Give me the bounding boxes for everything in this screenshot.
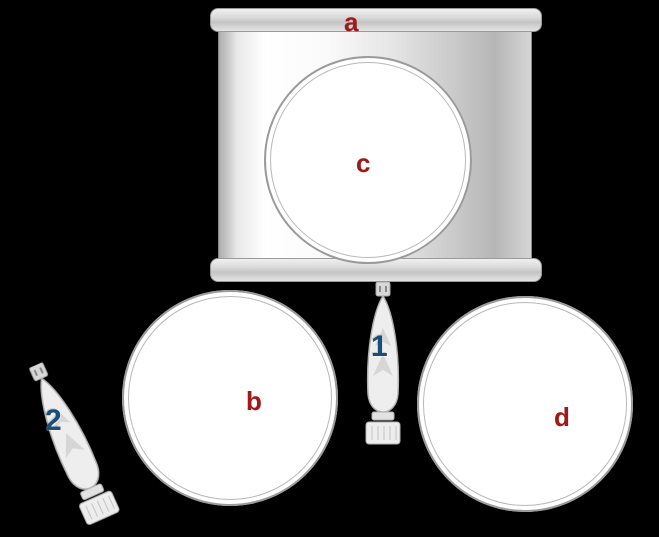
drum-head-b-inner-ring — [128, 296, 332, 500]
pedal-2-icon — [12, 354, 131, 536]
label-2: 2 — [45, 404, 62, 438]
label-d: d — [554, 402, 570, 433]
pedal-1-icon — [358, 282, 408, 452]
bass-drum-top-rim — [210, 8, 542, 32]
label-b: b — [246, 386, 262, 417]
label-c: c — [356, 148, 370, 179]
pedal-1 — [358, 282, 408, 452]
drum-head-d-inner-ring — [423, 302, 627, 506]
drum-head-b — [122, 290, 338, 506]
diagram-stage: a c b d 1 2 — [0, 0, 659, 537]
label-1: 1 — [371, 330, 388, 364]
pedal-2 — [12, 354, 131, 536]
drum-head-d — [417, 296, 633, 512]
label-a: a — [344, 7, 358, 38]
